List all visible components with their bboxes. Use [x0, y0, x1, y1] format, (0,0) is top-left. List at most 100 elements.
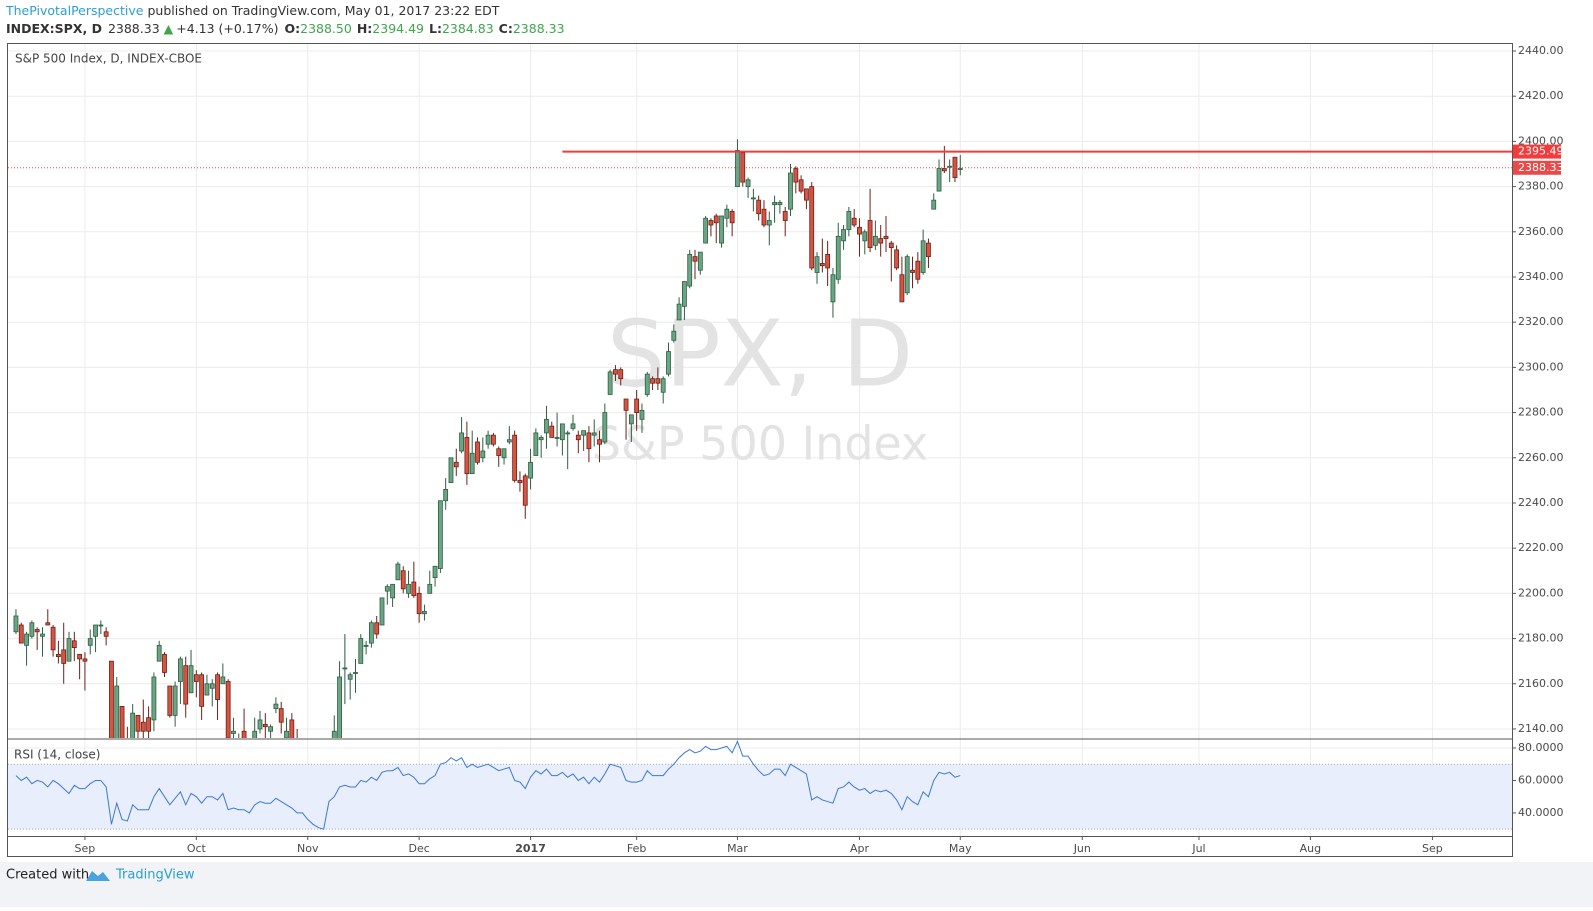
candle-body: [215, 674, 220, 700]
candle-body: [628, 414, 634, 425]
y-tick-label: 2400.00: [1518, 134, 1564, 147]
hline-label: 2395.49: [1518, 145, 1564, 158]
candle-body: [358, 638, 364, 664]
candle-body: [766, 220, 772, 226]
axes: 2140.00 2160.00 2180.00 2200.00 2220.00 2240.…: [75, 44, 1564, 855]
candle-body: [199, 674, 205, 707]
candle-body: [655, 378, 661, 384]
candle-body: [597, 439, 602, 445]
y-tick-label: 2440.00: [1518, 44, 1564, 57]
candle-body: [793, 168, 799, 183]
candle-body: [581, 430, 587, 436]
candle-body: [835, 235, 841, 280]
candle-body: [777, 202, 783, 206]
o-value: 2388.50: [300, 21, 352, 36]
rsi-band: [8, 764, 1512, 830]
price-legend: S&P 500 Index, D, INDEX-CBOE: [15, 52, 202, 66]
candle-body: [278, 708, 284, 723]
published-text: published on TradingView.com, May 01, 20…: [147, 3, 499, 18]
y-tick-label: 2140.00: [1518, 722, 1564, 735]
candle-body: [231, 730, 236, 734]
x-tick-label: Jun: [1073, 842, 1091, 855]
candle-body: [549, 425, 555, 438]
candle-body: [756, 199, 762, 215]
y-tick-label: 2280.00: [1518, 406, 1564, 419]
candle-body: [941, 168, 947, 172]
c-value: 2388.33: [513, 21, 565, 36]
candle-body: [931, 199, 937, 210]
candle-body: [347, 674, 353, 680]
x-tick-label: Oct: [187, 842, 207, 855]
l-value: 2384.83: [442, 21, 494, 36]
candle-body: [735, 150, 740, 187]
candle-body: [119, 705, 125, 738]
candle-body: [13, 615, 19, 633]
candle-body: [98, 624, 104, 627]
candle-body: [533, 432, 539, 456]
candle-body: [146, 717, 151, 732]
candle-body: [103, 631, 109, 637]
candle-body: [682, 281, 687, 307]
candle-body: [71, 640, 77, 649]
candle-body: [40, 633, 45, 637]
candle-body: [591, 432, 597, 436]
arrow: ▲: [164, 21, 174, 36]
candle-body: [570, 423, 576, 429]
author-link[interactable]: ThePivotalPerspective: [5, 3, 144, 18]
candle-body: [745, 179, 751, 187]
candle-body: [512, 434, 518, 481]
plot-border: [7, 43, 1513, 857]
candle-body: [804, 188, 809, 201]
created-with: Created with: [6, 868, 89, 883]
candle-body: [517, 479, 523, 484]
candle-body: [894, 249, 900, 269]
candle-body: [443, 489, 449, 502]
candle-body: [422, 611, 427, 615]
candle-body: [496, 448, 502, 456]
candles: [8, 139, 1512, 738]
grid: [8, 44, 1512, 836]
candle-body: [618, 369, 624, 380]
candle-body: [761, 208, 767, 226]
candle-body: [936, 168, 942, 192]
price: 2388.33: [108, 21, 160, 36]
candle-body: [162, 653, 167, 673]
candle-body: [485, 434, 491, 445]
candle-body: [528, 461, 533, 479]
candle-body: [480, 450, 486, 459]
x-tick-label: Apr: [850, 842, 870, 855]
candle-body: [374, 622, 380, 635]
candle-body: [204, 683, 210, 696]
candle-body: [188, 665, 194, 694]
header-line-1: ThePivotalPerspective published on Tradin…: [5, 3, 500, 18]
candle-body: [45, 622, 51, 626]
y-tick-label: 80.0000: [1518, 741, 1564, 754]
candle-body: [957, 168, 963, 170]
candle-body: [607, 371, 613, 395]
candle-body: [639, 409, 645, 420]
footer-bar: [0, 862, 1593, 907]
candle-body: [750, 197, 756, 200]
x-tick-label: Nov: [297, 842, 319, 855]
x-tick-label: May: [949, 842, 972, 855]
candle-body: [151, 676, 157, 721]
candle-body: [342, 667, 348, 670]
y-tick-label: 2300.00: [1518, 360, 1564, 373]
watermark-symbol: SPX, D: [607, 300, 913, 407]
candle-body: [353, 672, 358, 674]
candle-body: [220, 676, 226, 685]
candle-body: [459, 432, 464, 452]
candle-body: [225, 681, 231, 738]
candle-body: [289, 719, 295, 738]
tradingview-link[interactable]: TradingView: [115, 868, 195, 883]
candle-body: [284, 730, 289, 738]
y-tick-label: 40.0000: [1518, 806, 1564, 819]
candle-body: [878, 238, 884, 244]
candle-body: [676, 303, 682, 321]
candle-body: [634, 398, 640, 413]
candle-body: [384, 586, 390, 592]
x-tick-label: Mar: [727, 842, 748, 855]
candle-body: [252, 730, 258, 738]
candle-body: [586, 432, 592, 450]
candle-body: [135, 715, 141, 732]
